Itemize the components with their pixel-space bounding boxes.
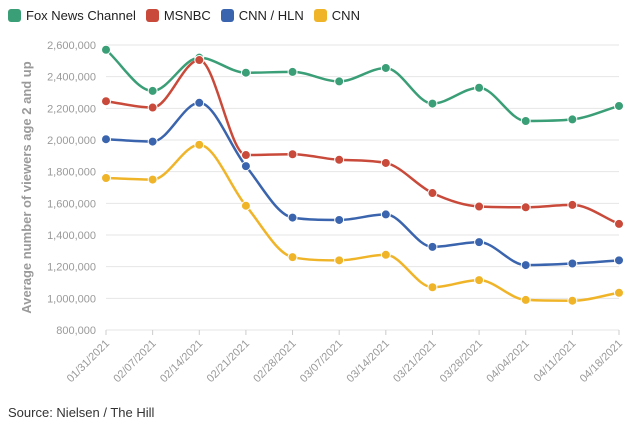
- x-tick-label: 03/14/2021: [345, 338, 392, 385]
- y-tick-label: 2,400,000: [47, 72, 96, 84]
- data-point: [334, 154, 345, 165]
- data-point: [614, 287, 624, 298]
- data-point: [380, 209, 391, 220]
- y-tick-label: 2,000,000: [47, 135, 96, 147]
- x-tick-label: 02/07/2021: [111, 338, 158, 385]
- data-point: [147, 174, 158, 185]
- source-note: Source: Nielsen / The Hill: [8, 405, 155, 420]
- data-point: [474, 275, 485, 286]
- data-point: [474, 237, 485, 248]
- y-tick-label: 1,200,000: [47, 262, 96, 274]
- data-point: [427, 98, 438, 109]
- data-point: [520, 202, 531, 213]
- data-point: [614, 100, 624, 111]
- data-point: [520, 116, 531, 126]
- data-point: [147, 102, 158, 113]
- x-tick-label: 02/28/2021: [251, 338, 298, 385]
- y-tick-label: 800,000: [56, 325, 96, 337]
- y-tick-label: 1,800,000: [47, 167, 96, 179]
- data-point: [287, 66, 298, 77]
- data-point: [380, 62, 391, 73]
- data-point: [474, 82, 485, 93]
- y-tick-label: 1,600,000: [47, 198, 96, 210]
- x-tick-label: 04/18/2021: [578, 338, 625, 385]
- series-line-2: [105, 101, 620, 267]
- x-tick-label: 01/31/2021: [65, 338, 112, 385]
- series-line-3: [105, 143, 620, 302]
- y-tick-label: 2,200,000: [47, 103, 96, 115]
- legend-label: MSNBC: [163, 7, 211, 23]
- legend-label: Fox News Channel: [26, 7, 136, 23]
- legend-label: CNN: [331, 7, 360, 23]
- data-point: [287, 252, 298, 263]
- x-tick-label: 03/21/2021: [391, 338, 438, 385]
- y-tick-label: 2,600,000: [47, 40, 96, 52]
- x-tick-label: 03/07/2021: [298, 338, 345, 385]
- data-point: [240, 161, 251, 172]
- data-point: [427, 282, 438, 293]
- x-tick-label: 04/04/2021: [484, 338, 531, 385]
- legend-swatch: [145, 8, 159, 22]
- legend-swatch: [8, 8, 21, 22]
- data-point: [567, 295, 578, 306]
- legend-swatch: [220, 8, 234, 22]
- y-tick-label: 1,400,000: [47, 230, 96, 242]
- data-point: [194, 55, 205, 66]
- data-point: [520, 260, 531, 271]
- data-point: [287, 212, 298, 223]
- data-point: [147, 85, 158, 96]
- data-point: [334, 255, 345, 266]
- data-point: [567, 114, 578, 125]
- x-tick-label: 03/28/2021: [438, 338, 485, 385]
- y-axis-label: Average number of viewers age 2 and up: [19, 61, 34, 313]
- data-point: [101, 44, 111, 55]
- x-tick-label: 04/11/2021: [532, 338, 579, 385]
- data-point: [101, 134, 111, 145]
- data-point: [380, 249, 391, 260]
- data-point: [287, 149, 298, 160]
- data-point: [567, 258, 578, 269]
- data-point: [334, 214, 345, 225]
- data-point: [194, 97, 205, 108]
- data-point: [520, 294, 531, 305]
- data-point: [147, 136, 158, 147]
- data-point: [427, 241, 438, 252]
- x-tick-label: 02/14/2021: [158, 338, 205, 385]
- legend-item: CNN: [313, 7, 360, 23]
- legend-item: MSNBC: [145, 7, 211, 23]
- data-point: [240, 67, 251, 78]
- data-point: [614, 218, 624, 229]
- chart-legend: Fox News Channel MSNBC CNN / HLN CNN: [8, 6, 360, 24]
- series-line-1: [105, 58, 620, 226]
- data-point: [474, 201, 485, 212]
- data-point: [567, 199, 578, 210]
- data-point: [614, 255, 624, 266]
- legend-label: CNN / HLN: [238, 7, 304, 23]
- data-point: [101, 173, 111, 183]
- data-point: [101, 96, 111, 107]
- x-tick-label: 02/21/2021: [205, 338, 252, 385]
- legend-swatch: [313, 8, 327, 22]
- y-tick-label: 1,000,000: [47, 293, 96, 305]
- data-point: [334, 76, 345, 87]
- data-point: [194, 139, 205, 150]
- data-point: [380, 157, 391, 168]
- legend-item: CNN / HLN: [220, 7, 304, 23]
- data-point: [240, 200, 251, 211]
- data-point: [240, 150, 251, 161]
- series-line-0: [105, 48, 620, 123]
- legend-item: Fox News Channel: [8, 8, 136, 23]
- data-point: [427, 188, 438, 199]
